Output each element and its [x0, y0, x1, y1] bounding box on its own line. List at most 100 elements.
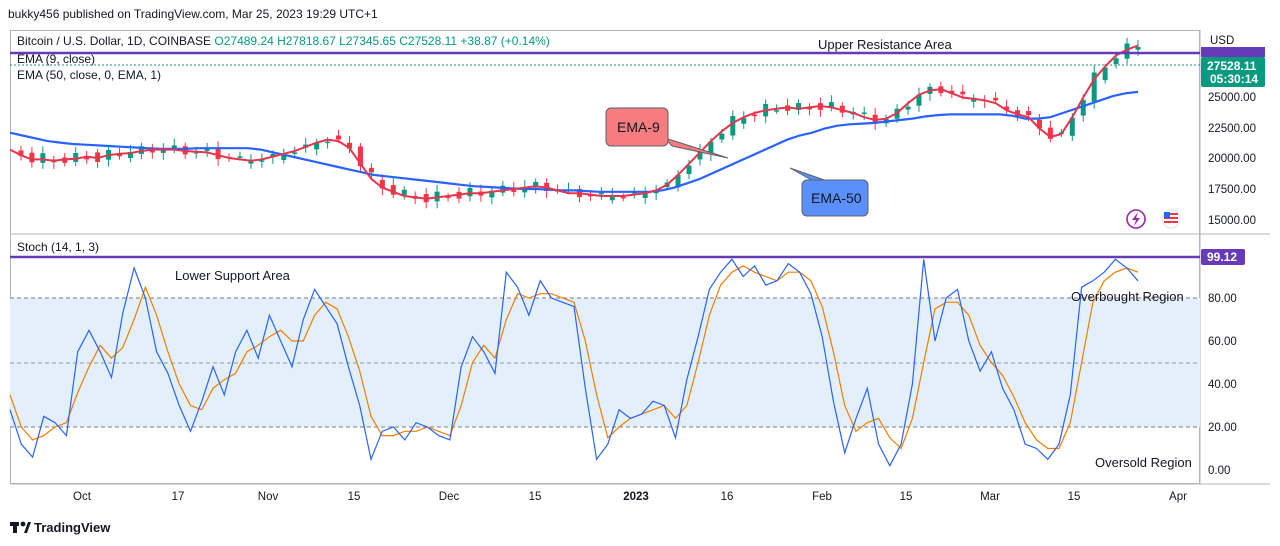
time-axis: Oct 17 Nov 15 Dec 15 2023 16 Feb 15 Mar 15 Apr: [73, 491, 1187, 503]
publisher-caption: bukky456 published on TradingView.com, M…: [8, 7, 378, 21]
ema9-legend[interactable]: EMA (9, close): [17, 52, 96, 66]
stoch-d-series-line: [9, 265, 1139, 450]
time-tick: 15: [1068, 491, 1081, 503]
candle-body: [806, 107, 812, 110]
candle-body: [960, 91, 966, 95]
candle-body: [270, 153, 276, 157]
candle-body: [719, 133, 725, 140]
candle-body: [292, 152, 298, 154]
ema50-legend[interactable]: EMA (50, close, 0, EMA, 1): [17, 68, 162, 82]
candle-body: [237, 156, 243, 158]
candle-body: [1102, 67, 1108, 81]
candle-body: [18, 150, 24, 157]
candle-body: [73, 152, 79, 162]
overbought-label: Overbought Region: [1071, 289, 1184, 304]
last-price-value: 27528.11: [1207, 59, 1257, 73]
stoch-legend[interactable]: Stoch (14, 1, 3): [17, 240, 100, 254]
candle-body: [697, 150, 703, 160]
candle-body: [1069, 117, 1075, 136]
time-tick: Feb: [812, 491, 832, 503]
candle-body: [741, 118, 747, 124]
oversold-label: Oversold Region: [1095, 455, 1192, 470]
currency-label: USD: [1210, 35, 1234, 47]
candle-body: [872, 114, 878, 123]
candle-body: [796, 103, 802, 110]
candle-body: [675, 174, 681, 188]
candle-body: [379, 179, 385, 189]
candle-body: [336, 135, 342, 140]
candle-body: [1080, 99, 1086, 116]
resistance-price-tag: [1201, 47, 1265, 57]
candle-body: [1036, 119, 1042, 129]
flag-icon[interactable]: [1161, 209, 1181, 229]
last-price-tag: [1201, 57, 1265, 87]
ema9-series-line: [9, 44, 1139, 200]
candle-body: [839, 105, 845, 113]
symbol-title: Bitcoin / U.S. Dollar, 1D, COINBASE: [17, 34, 212, 48]
stoch-level-tag: [1201, 249, 1245, 265]
candle-body: [587, 194, 593, 197]
candle-body: [653, 191, 659, 194]
candle-body: [1135, 46, 1141, 50]
candle-body: [1124, 43, 1130, 59]
price-tick: 20000.00: [1208, 153, 1256, 165]
time-tick: 15: [900, 491, 913, 503]
candle-body: [1091, 72, 1097, 102]
candle-body: [357, 146, 363, 167]
ema9-callout-label: EMA-9: [617, 119, 660, 135]
price-tick: 17500.00: [1208, 184, 1256, 196]
candle-body: [609, 194, 615, 201]
time-tick: 15: [348, 491, 361, 503]
candlestick-series: [18, 37, 1141, 209]
lightning-icon[interactable]: [1126, 209, 1146, 229]
candle-body: [752, 114, 758, 117]
time-tick: 16: [721, 491, 734, 503]
candle-body: [160, 148, 166, 153]
candle-body: [1047, 127, 1053, 139]
candle-body: [204, 148, 210, 151]
candle-body: [445, 196, 451, 199]
candle-body: [1004, 106, 1010, 110]
candle-body: [467, 187, 473, 197]
candle-body: [1025, 111, 1031, 116]
candle-body: [346, 142, 352, 149]
stoch-tick: 0.00: [1208, 465, 1230, 477]
ema50-callout-label: EMA-50: [811, 190, 862, 206]
symbol-legend[interactable]: Bitcoin / U.S. Dollar, 1D, COINBASE O274…: [17, 34, 550, 48]
candle-body: [533, 181, 539, 188]
upper-resistance-label: Upper Resistance Area: [818, 37, 952, 52]
ema50-series-line: [9, 90, 1139, 193]
price-tick: 15000.00: [1208, 215, 1256, 227]
candle-body: [215, 148, 221, 160]
candle-body: [774, 110, 780, 112]
candle-body: [1015, 110, 1021, 116]
candle-body: [259, 160, 265, 162]
candle-body: [500, 185, 506, 193]
time-tick: 2023: [623, 491, 649, 503]
candle-body: [916, 94, 922, 106]
candle-body: [281, 153, 287, 160]
candle-body: [1113, 58, 1119, 65]
ema50-callout[interactable]: EMA-50: [789, 167, 869, 217]
price-tick: 22500.00: [1208, 123, 1256, 135]
candle-body: [993, 97, 999, 101]
ema9-callout[interactable]: EMA-9: [605, 107, 729, 159]
candle-body: [686, 165, 692, 175]
ohlc-values: O27489.24 H27818.67 L27345.65 C27528.11 …: [214, 34, 550, 48]
candle-body: [29, 152, 35, 163]
candle-body: [642, 192, 648, 198]
price-tick: 25000.00: [1208, 92, 1256, 104]
stoch-tick: 40.00: [1208, 379, 1237, 391]
time-tick: Mar: [980, 491, 1000, 503]
countdown-value: 05:30:14: [1210, 72, 1258, 86]
candle-body: [489, 190, 495, 198]
candle-body: [620, 196, 626, 199]
stoch-tick: 20.00: [1208, 422, 1237, 434]
tradingview-logo-icon: [10, 521, 31, 533]
candle-body: [730, 116, 736, 136]
candle-body: [368, 167, 374, 173]
candle-body: [390, 185, 396, 195]
stoch-tick: 60.00: [1208, 336, 1237, 348]
candle-body: [905, 106, 911, 110]
